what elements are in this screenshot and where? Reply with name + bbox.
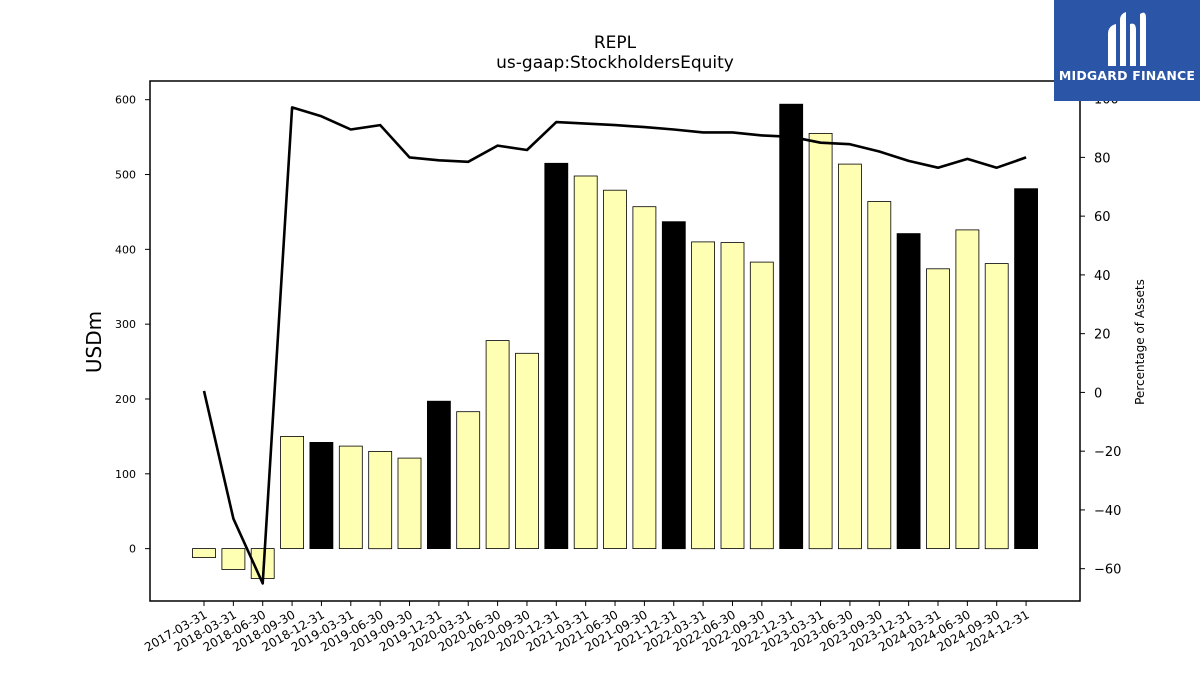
percentage-line	[202, 106, 1027, 585]
bar	[485, 340, 510, 550]
bar	[515, 352, 539, 549]
bar	[1014, 188, 1038, 549]
y-right-tick-label: 40	[1094, 269, 1111, 284]
y-tick-label: 0	[129, 543, 136, 556]
logo-mark-icon	[1108, 12, 1146, 66]
y-right-tick-label: 20	[1094, 328, 1111, 343]
bar	[338, 445, 363, 550]
y-tick-label: 400	[115, 243, 136, 256]
y-tick-label: 600	[115, 94, 136, 107]
y-tick-label: 500	[115, 169, 136, 182]
y-right-tick-label: 80	[1094, 151, 1111, 166]
y-axis-label: USDm	[82, 311, 106, 373]
logo-text: MIDGARD FINANCE	[1058, 68, 1196, 83]
bar	[456, 411, 481, 550]
y-tick-label: 100	[115, 468, 136, 481]
bar	[896, 233, 921, 550]
bar	[603, 189, 627, 549]
bar	[720, 242, 745, 550]
bars-group	[192, 103, 1038, 579]
y-tick-label: 300	[115, 318, 136, 331]
brand-logo: MIDGARD FINANCE	[1054, 0, 1200, 101]
y-right-tick-label: −20	[1094, 445, 1121, 460]
right-axis: −60−40−20020406080100	[1080, 93, 1121, 578]
bar	[573, 175, 598, 550]
bar	[808, 132, 833, 550]
bar	[955, 229, 980, 550]
bar	[221, 548, 246, 570]
bar	[661, 221, 686, 550]
bar	[192, 548, 216, 558]
line-group	[202, 106, 1027, 585]
bar	[926, 268, 950, 549]
x-axis: 2017-03-312018-03-312018-06-302018-09-30…	[142, 601, 1032, 654]
y-tick-label: 200	[115, 393, 136, 406]
bar	[632, 206, 657, 549]
bar	[544, 162, 569, 549]
bar	[280, 435, 305, 549]
bar	[867, 201, 892, 550]
chart-subtitle: us-gaap:StockholdersEquity	[496, 53, 734, 73]
bar	[397, 457, 422, 550]
bar	[749, 261, 774, 550]
y-right-tick-label: −60	[1094, 563, 1121, 578]
bar	[838, 163, 862, 550]
bar	[984, 263, 1009, 550]
chart-title: REPL	[594, 33, 637, 53]
bar	[426, 400, 451, 550]
y-right-tick-label: 0	[1094, 386, 1102, 401]
left-axis: 0 100 200 300 400 500 600	[115, 94, 150, 556]
y-axis-label-right: Percentage of Assets	[1133, 279, 1147, 405]
bar	[309, 441, 334, 549]
y-right-tick-label: −40	[1094, 504, 1121, 519]
y-right-tick-label: 60	[1094, 210, 1111, 225]
bar	[691, 241, 715, 550]
bar	[779, 103, 804, 549]
bar	[368, 450, 393, 550]
